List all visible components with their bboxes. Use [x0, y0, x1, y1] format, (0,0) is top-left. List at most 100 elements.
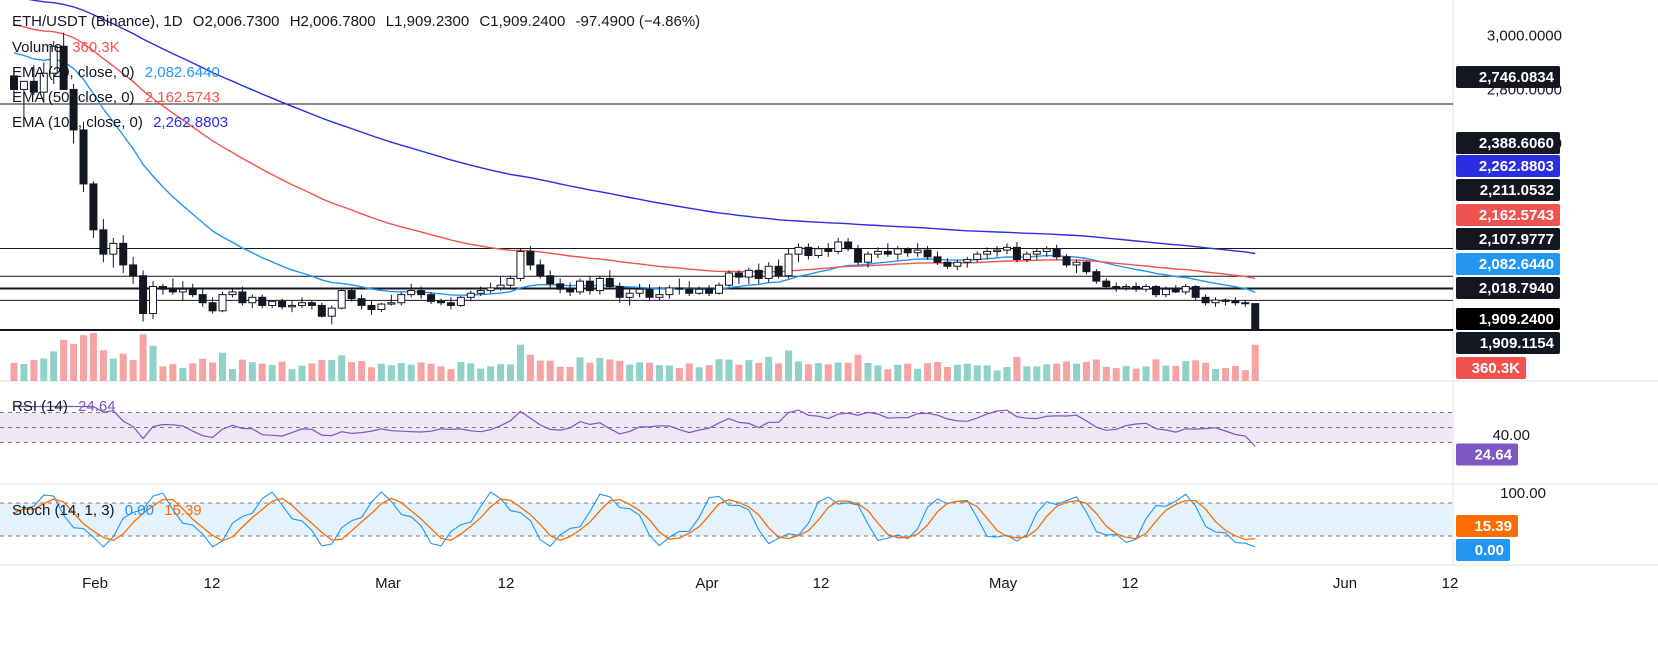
- volume-bar: [914, 368, 922, 381]
- candle-body: [218, 294, 227, 312]
- candle-body: [417, 290, 426, 296]
- candle-body: [943, 261, 952, 267]
- candle-body: [516, 250, 525, 279]
- volume-bar: [238, 359, 246, 381]
- volume-bar: [884, 369, 892, 381]
- volume-bar: [338, 355, 346, 381]
- candle-body: [1082, 261, 1091, 273]
- volume-bar: [1013, 357, 1021, 381]
- volume-bar: [109, 358, 117, 381]
- volume-bar: [963, 363, 971, 381]
- volume-bar: [477, 368, 485, 381]
- rsi-legend[interactable]: RSI (14) 24.64: [12, 398, 122, 415]
- candle-body: [1052, 248, 1061, 258]
- candle-body: [19, 80, 28, 90]
- ema50-legend[interactable]: EMA (50, close, 0) 2,162.5743: [12, 89, 226, 106]
- candle-body: [913, 249, 922, 254]
- volume-bar: [298, 365, 306, 381]
- volume-bar: [288, 369, 296, 381]
- volume-bar: [437, 366, 445, 381]
- volume-bar: [1221, 368, 1229, 381]
- volume-bar: [219, 352, 227, 381]
- candle-body: [764, 265, 773, 279]
- candle-body: [248, 296, 257, 304]
- volume-bar: [755, 362, 763, 381]
- change-value: -97.4900 (−4.86%): [575, 13, 701, 30]
- volume-bar: [179, 367, 187, 381]
- volume-bar: [536, 360, 544, 381]
- candle-body: [804, 246, 813, 256]
- candle-body: [526, 250, 535, 266]
- price-tag-label: 2,262.8803: [1479, 158, 1554, 175]
- candle-body: [377, 303, 386, 310]
- candle-body: [407, 290, 416, 296]
- volume-bar: [268, 365, 276, 381]
- candle-body: [705, 288, 714, 294]
- candle-body: [59, 45, 68, 90]
- volume-bar: [1162, 365, 1170, 381]
- candle-body: [158, 286, 167, 290]
- volume-bar: [874, 365, 882, 381]
- candle-body: [605, 277, 614, 288]
- candle-body: [1012, 246, 1021, 261]
- candle-body: [79, 129, 88, 185]
- volume-bar: [665, 365, 673, 381]
- volume-bar: [1202, 362, 1210, 381]
- volume-bar: [933, 362, 941, 381]
- volume-bar: [149, 345, 157, 381]
- price-tag: [1456, 132, 1560, 154]
- candle-body: [566, 288, 575, 293]
- rsi-value: 24.64: [78, 398, 116, 415]
- ema20-legend[interactable]: EMA (20, close, 0) 2,082.6440: [12, 64, 226, 81]
- volume-bar: [40, 358, 48, 381]
- volume-bar: [616, 360, 624, 381]
- volume-bar: [804, 364, 812, 381]
- volume-legend[interactable]: Volume 360.3K: [12, 39, 126, 56]
- stoch-d-line: [13, 497, 1256, 542]
- stoch-legend[interactable]: Stoch (14, 1, 3) 0.00 15.39: [12, 502, 208, 519]
- volume-bar: [89, 333, 97, 381]
- candle-body: [595, 277, 604, 292]
- candle-body: [476, 290, 485, 294]
- volume-bar: [1033, 366, 1041, 381]
- volume-bar: [199, 358, 207, 381]
- candle-body: [119, 242, 128, 266]
- volume-bar: [993, 370, 1001, 381]
- candle-body: [238, 291, 247, 304]
- volume-bar: [983, 365, 991, 381]
- candle-body: [863, 253, 872, 263]
- volume-bar: [794, 361, 802, 381]
- volume-bar: [169, 364, 177, 381]
- candle-body: [834, 241, 843, 252]
- candle-body: [903, 248, 912, 254]
- candle-body: [297, 302, 306, 306]
- volume-bar: [99, 350, 107, 381]
- ema100-legend[interactable]: EMA (100, close, 0) 2,262.8803: [12, 114, 234, 131]
- volume-bar: [358, 360, 366, 381]
- candle-body: [1072, 261, 1081, 266]
- ema50-line: [13, 23, 1256, 280]
- volume-bar: [1073, 363, 1081, 381]
- volume-bar: [606, 359, 614, 381]
- candle-body: [1003, 246, 1011, 251]
- candle-body: [317, 304, 326, 317]
- volume-bar: [636, 362, 644, 381]
- price-tag-label: 1,909.1154: [1480, 335, 1555, 352]
- volume-bar: [1142, 366, 1150, 381]
- volume-bar: [675, 368, 683, 381]
- candle-body: [685, 288, 694, 294]
- volume-bar: [447, 369, 455, 381]
- stoch-k-tag: [1456, 539, 1510, 561]
- volume-bar: [1192, 360, 1200, 381]
- candle-body: [357, 298, 366, 306]
- volume-bar: [1023, 366, 1031, 381]
- stoch-k-value: 0.00: [124, 502, 154, 519]
- price-tag: [1456, 308, 1560, 330]
- volume-bar: [655, 365, 663, 381]
- volume-bar: [1063, 361, 1071, 381]
- price-tag-label: 2,388.6060: [1479, 135, 1554, 152]
- volume-bar: [725, 359, 733, 381]
- candle-body: [873, 250, 882, 255]
